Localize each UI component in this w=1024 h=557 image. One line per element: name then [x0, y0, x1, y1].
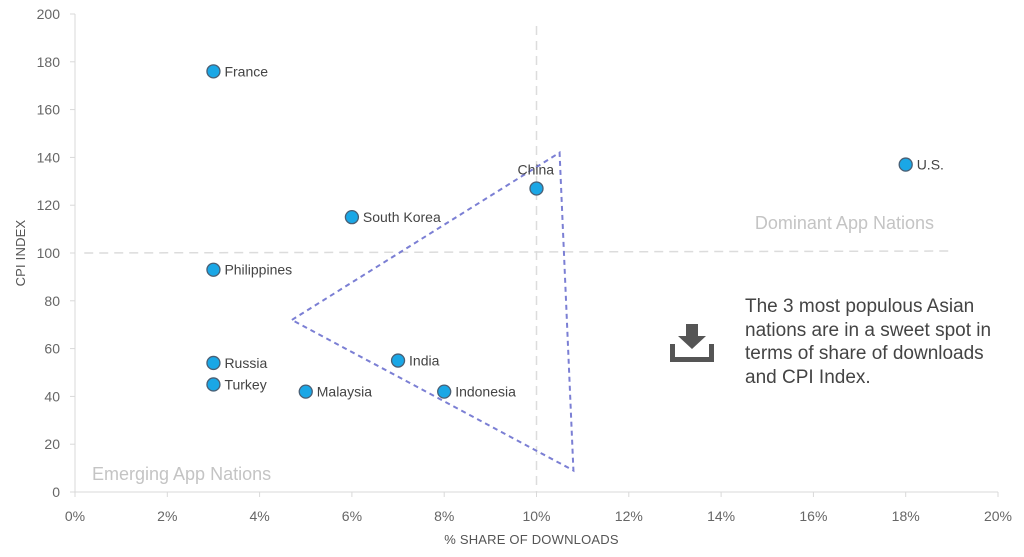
- x-tick-label: 18%: [892, 508, 920, 524]
- download-tray-icon: [668, 322, 716, 364]
- y-tick-label: 20: [44, 436, 60, 452]
- y-tick-label: 160: [37, 102, 61, 118]
- data-point: [529, 181, 544, 196]
- data-point-label: France: [224, 63, 268, 79]
- data-point: [898, 157, 913, 172]
- y-tick-label: 180: [37, 54, 61, 70]
- y-tick-label: 200: [37, 6, 61, 22]
- x-tick-label: 4%: [249, 508, 269, 524]
- y-tick-label: 80: [44, 293, 60, 309]
- x-tick-label: 6%: [342, 508, 362, 524]
- data-point-label: Russia: [224, 355, 267, 371]
- highlight-triangle: [289, 150, 575, 473]
- y-tick-label: 40: [44, 388, 60, 404]
- x-tick-label: 10%: [522, 508, 550, 524]
- callout-text: The 3 most populous Asian nations are in…: [745, 296, 992, 388]
- data-point: [206, 64, 221, 79]
- data-point-label: China: [518, 161, 555, 177]
- x-tick-label: 14%: [707, 508, 735, 524]
- x-tick-label: 0%: [65, 508, 85, 524]
- quadrant-label-emerging: Emerging App Nations: [92, 464, 271, 484]
- data-point: [298, 384, 313, 399]
- x-tick-label: 8%: [434, 508, 454, 524]
- x-tick-label: 12%: [615, 508, 643, 524]
- data-point-label: South Korea: [363, 209, 441, 225]
- horizontal-reference-line: [84, 250, 952, 254]
- data-point: [206, 355, 221, 371]
- y-tick-label: 100: [37, 245, 61, 261]
- y-axis-title: CPI INDEX: [13, 219, 28, 286]
- data-point-label: Turkey: [224, 376, 266, 392]
- y-tick-label: 0: [52, 484, 60, 500]
- data-point: [344, 209, 360, 225]
- x-tick-label: 2%: [157, 508, 177, 524]
- x-axis-title: % SHARE OF DOWNLOADS: [444, 532, 619, 547]
- y-tick-label: 140: [37, 149, 61, 165]
- x-tick-label: 16%: [799, 508, 827, 524]
- y-tick-label: 60: [44, 341, 60, 357]
- data-point-label: Malaysia: [317, 384, 372, 400]
- data-point-label: Philippines: [224, 262, 292, 278]
- quadrant-label-dominant: Dominant App Nations: [755, 213, 934, 233]
- y-tick-label: 120: [37, 197, 61, 213]
- data-point-label: Indonesia: [455, 384, 516, 400]
- x-tick-label: 20%: [984, 508, 1012, 524]
- data-point: [437, 384, 452, 399]
- data-point: [206, 377, 221, 392]
- data-point-label: India: [409, 353, 440, 369]
- data-point: [206, 262, 221, 277]
- data-point: [390, 353, 406, 368]
- data-point-label: U.S.: [917, 157, 944, 173]
